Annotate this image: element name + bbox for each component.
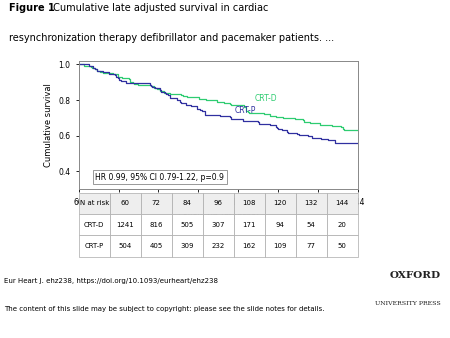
CRT-D xyxy=(243,108,248,112)
Y-axis label: Cumulative survival: Cumulative survival xyxy=(44,83,53,167)
Text: The content of this slide may be subject to copyright: please see the slide note: The content of this slide may be subject… xyxy=(4,306,325,312)
CRT-P xyxy=(355,141,360,145)
CRT-D xyxy=(355,127,360,131)
CRT-D xyxy=(341,127,346,131)
CRT-P xyxy=(158,86,163,90)
Text: resynchronization therapy defibrillator and pacemaker patients. ...: resynchronization therapy defibrillator … xyxy=(9,33,334,43)
CRT-P xyxy=(240,118,246,122)
Text: HR 0.99, 95% CI 0.79-1.22, p=0.9: HR 0.99, 95% CI 0.79-1.22, p=0.9 xyxy=(95,173,225,182)
CRT-P xyxy=(76,63,81,67)
CRT-P xyxy=(194,106,199,110)
Text: OXFORD: OXFORD xyxy=(390,270,441,280)
Line: CRT-P: CRT-P xyxy=(79,65,358,143)
CRT-D xyxy=(76,63,81,67)
CRT-D xyxy=(148,83,153,87)
CRT-D xyxy=(184,95,190,99)
Text: Figure 1: Figure 1 xyxy=(9,3,54,14)
Text: CRT-P: CRT-P xyxy=(235,106,256,116)
CRT-P xyxy=(318,136,324,140)
Text: UNIVERSITY PRESS: UNIVERSITY PRESS xyxy=(375,301,441,306)
Text: CRT-D: CRT-D xyxy=(255,94,277,103)
Text: Cumulative late adjusted survival in cardiac: Cumulative late adjusted survival in car… xyxy=(50,3,268,14)
CRT-P xyxy=(198,108,203,112)
Line: CRT-D: CRT-D xyxy=(79,65,358,129)
CRT-D xyxy=(203,98,209,102)
CRT-D xyxy=(243,105,248,109)
X-axis label: Follow-up (months): Follow-up (months) xyxy=(178,212,259,221)
CRT-P xyxy=(229,117,234,121)
CRT-D xyxy=(333,124,339,128)
Text: Eur Heart J. ehz238, https://doi.org/10.1093/eurheart/ehz238: Eur Heart J. ehz238, https://doi.org/10.… xyxy=(4,278,219,284)
CRT-P xyxy=(333,141,338,145)
